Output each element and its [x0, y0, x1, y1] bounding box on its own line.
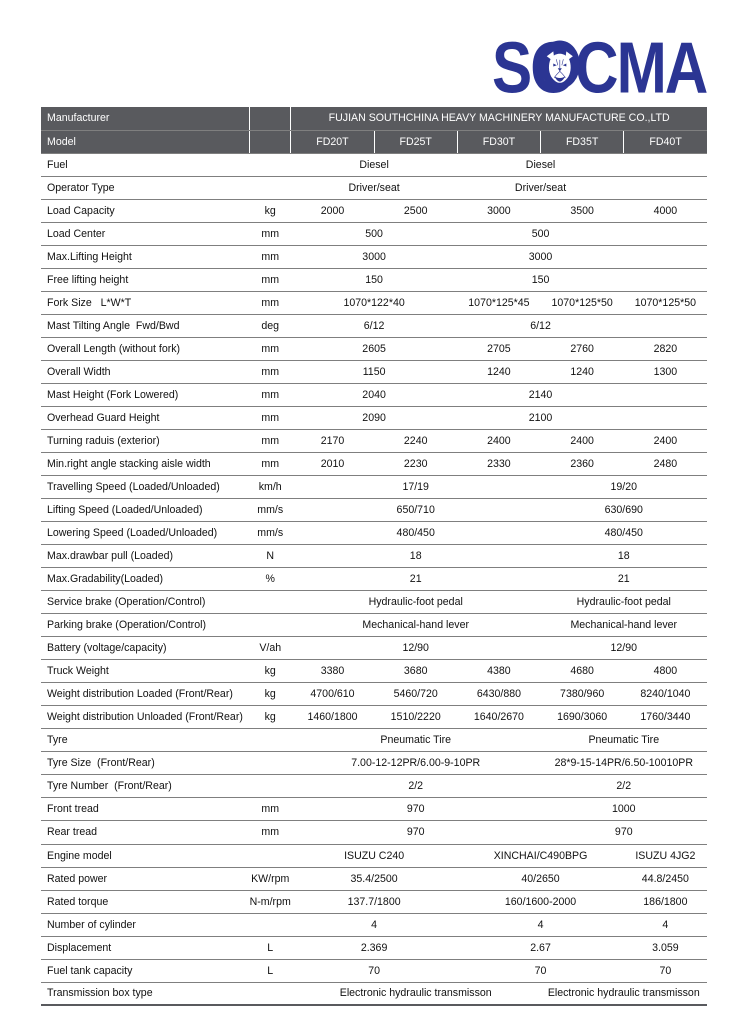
svg-text:SOCMA: SOCMA [492, 32, 707, 107]
